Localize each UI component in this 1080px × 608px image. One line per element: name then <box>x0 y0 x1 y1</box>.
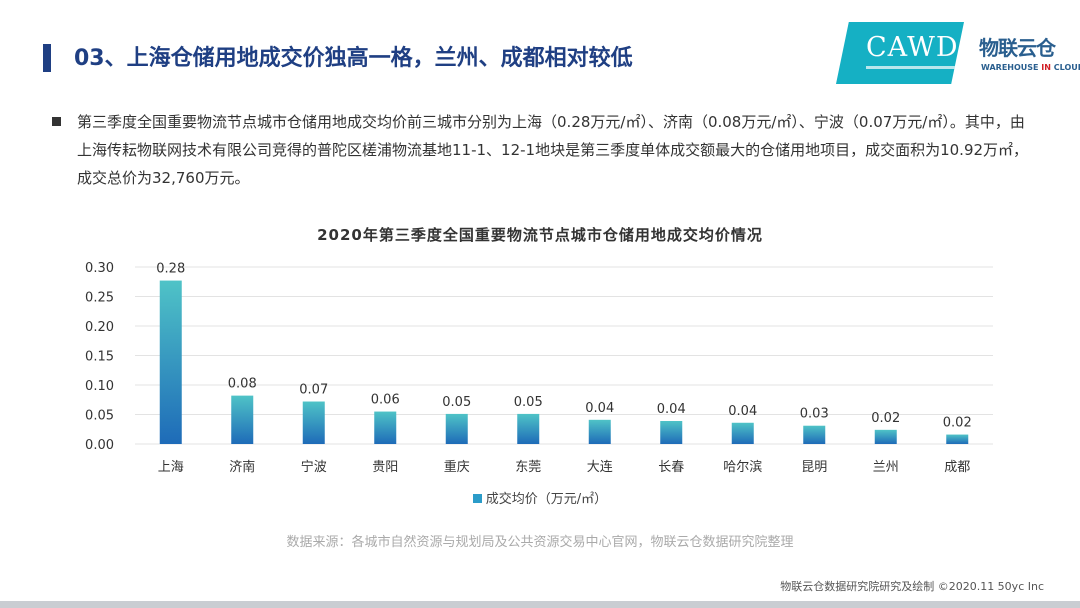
warehouse-in-cloud-logo: 物联云仓 WAREHOUSE IN CLOUD <box>975 32 1080 78</box>
data-label: 0.28 <box>156 262 185 277</box>
wnc-logo-en-pre: WAREHOUSE <box>981 63 1042 72</box>
page-title: 03、上海仓储用地成交价独高一格，兰州、成都相对较低 <box>74 46 633 71</box>
data-label: 0.07 <box>299 383 328 398</box>
data-label: 0.05 <box>442 395 471 410</box>
bar <box>445 413 468 444</box>
y-tick-label: 0.30 <box>85 261 114 276</box>
bar <box>803 425 826 444</box>
chart-title: 2020年第三季度全国重要物流节点城市仓储用地成交均价情况 <box>317 226 763 244</box>
wnc-logo-en-post: CLOUD <box>1053 63 1080 72</box>
x-tick-label: 大连 <box>587 459 613 475</box>
bar <box>588 419 611 444</box>
legend-swatch <box>472 494 482 503</box>
data-label: 0.08 <box>228 377 257 392</box>
bar <box>946 434 969 444</box>
x-tick-label: 济南 <box>229 459 255 475</box>
x-tick-label: 长春 <box>658 460 684 475</box>
x-tick-label: 重庆 <box>444 459 470 475</box>
x-tick-label: 成都 <box>944 460 970 475</box>
data-label: 0.02 <box>871 411 900 426</box>
bar <box>302 401 325 444</box>
legend-label: 成交均价（万元/㎡） <box>485 492 608 507</box>
data-label: 0.05 <box>514 395 543 410</box>
x-tick-label: 哈尔滨 <box>723 459 762 475</box>
bar <box>517 413 540 444</box>
summary-paragraph: 第三季度全国重要物流节点城市仓储用地成交均价前三城市分别为上海（0.28万元/㎡… <box>77 113 1029 187</box>
x-tick-label: 兰州 <box>873 460 899 475</box>
bar <box>660 420 683 444</box>
bar <box>731 422 754 444</box>
wnc-logo-en-mid: IN <box>1041 63 1051 72</box>
wnc-logo-english: WAREHOUSE IN CLOUD <box>981 63 1080 72</box>
x-tick-label: 宁波 <box>301 459 327 475</box>
data-label: 0.06 <box>371 393 400 408</box>
data-source-note: 数据来源：各城市自然资源与规划局及公共资源交易中心官网，物联云仓数据研究院整理 <box>286 535 794 550</box>
data-label: 0.02 <box>943 416 972 431</box>
cawd-logo-subline <box>866 66 958 69</box>
bottom-strip <box>0 601 1080 608</box>
bar <box>374 411 397 444</box>
y-tick-label: 0.00 <box>85 438 114 453</box>
cawd-logo: CAWD <box>836 22 964 84</box>
y-tick-label: 0.15 <box>85 350 114 365</box>
y-tick-label: 0.25 <box>85 291 114 306</box>
bar <box>231 395 254 444</box>
bar-chart: 0.00 0.05 0.10 0.15 0.20 0.25 0.30 0.28 0.08 0.0… <box>85 261 993 475</box>
x-tick-label: 贵阳 <box>372 460 398 475</box>
bar <box>159 280 182 444</box>
title-accent-bar <box>43 44 51 72</box>
chart-legend: 成交均价（万元/㎡） <box>0 488 1080 507</box>
y-tick-label: 0.10 <box>85 379 114 394</box>
x-tick-label: 东莞 <box>515 460 541 475</box>
data-label: 0.04 <box>585 401 614 416</box>
x-tick-label: 上海 <box>158 460 184 475</box>
data-label: 0.04 <box>728 404 757 419</box>
wnc-logo-chinese: 物联云仓 <box>979 36 1056 60</box>
y-tick-label: 0.05 <box>85 409 114 424</box>
data-label: 0.03 <box>800 407 829 422</box>
bar <box>874 429 897 444</box>
y-tick-label: 0.20 <box>85 320 114 335</box>
bullet-square-icon <box>52 117 61 126</box>
data-label: 0.04 <box>657 402 686 417</box>
cawd-logo-text: CAWD <box>866 32 959 63</box>
x-tick-label: 昆明 <box>801 460 827 475</box>
footer-credit: 物联云仓数据研究院研究及绘制 ©2020.11 50yc Inc <box>780 580 1044 593</box>
